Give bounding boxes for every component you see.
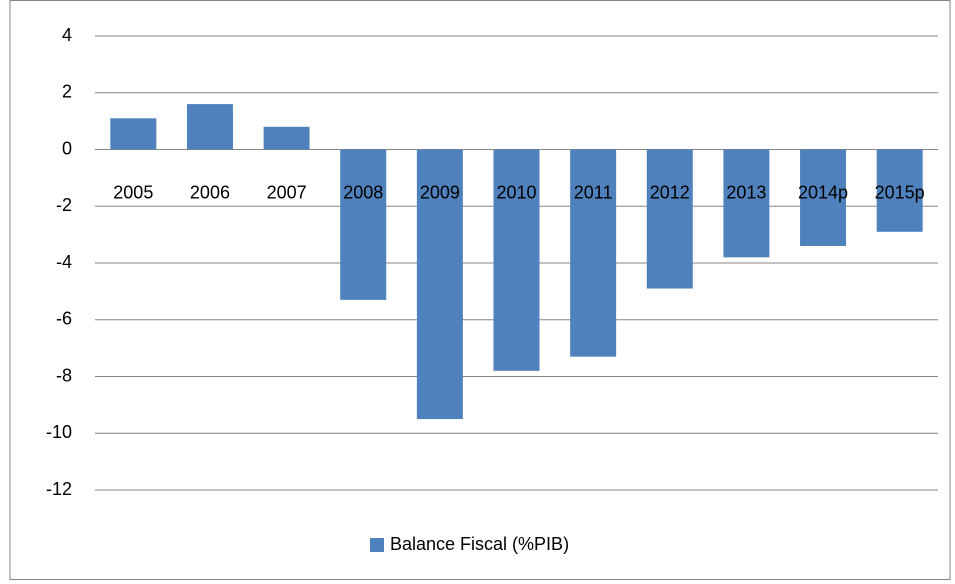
x-tick-label: 2005 [113, 182, 153, 202]
x-tick-label: 2010 [496, 182, 536, 202]
bar [493, 149, 540, 371]
x-tick-label: 2013 [726, 182, 766, 202]
legend-swatch [370, 538, 384, 552]
x-tick-label: 2012 [650, 182, 690, 202]
bar [110, 118, 157, 150]
bar [876, 149, 923, 232]
x-tick-label: 2014p [798, 182, 848, 202]
bar [186, 104, 233, 150]
legend-label: Balance Fiscal (%PIB) [390, 534, 569, 554]
bar [340, 149, 387, 300]
y-tick-label: 2 [62, 82, 72, 102]
y-tick-label: -8 [56, 365, 72, 385]
y-tick-label: -12 [46, 479, 72, 499]
bar [646, 149, 693, 289]
bar [263, 126, 310, 150]
x-tick-label: 2015p [875, 182, 925, 202]
x-tick-label: 2009 [420, 182, 460, 202]
x-tick-label: 2008 [343, 182, 383, 202]
y-tick-label: -6 [56, 309, 72, 329]
bar [416, 149, 463, 420]
y-tick-label: -4 [56, 252, 72, 272]
x-tick-label: 2006 [190, 182, 230, 202]
y-tick-label: -10 [46, 422, 72, 442]
bar [570, 149, 617, 357]
chart-frame [9, 0, 951, 580]
bar [800, 149, 847, 246]
y-tick-label: -2 [56, 195, 72, 215]
x-tick-label: 2007 [267, 182, 307, 202]
y-tick-label: 4 [62, 25, 72, 45]
bar [723, 149, 770, 258]
y-tick-label: 0 [62, 138, 72, 158]
x-tick-label: 2011 [574, 182, 613, 202]
